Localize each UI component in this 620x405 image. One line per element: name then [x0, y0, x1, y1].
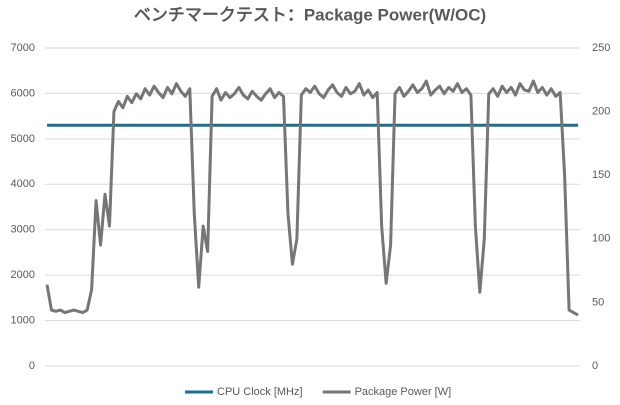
legend-label: CPU Clock [MHz]	[217, 386, 303, 398]
y2-tick-label: 200	[592, 106, 610, 118]
y-tick-label: 1000	[11, 314, 35, 326]
y2-tick-label: 150	[592, 169, 610, 181]
y-tick-label: 4000	[11, 178, 35, 190]
y2-tick-label: 50	[592, 296, 604, 308]
y2-tick-label: 100	[592, 233, 610, 245]
y-tick-label: 7000	[11, 42, 35, 54]
y2-tick-label: 0	[592, 360, 598, 372]
line-series	[45, 79, 579, 317]
y-tick-label: 5000	[11, 133, 35, 145]
y-tick-label: 3000	[11, 224, 35, 236]
y-tick-label: 2000	[11, 269, 35, 281]
y2-tick-label: 250	[592, 42, 610, 54]
chart-title: ベンチマークテスト：Package Power(W/OC)	[134, 5, 486, 24]
y-tick-label: 0	[29, 360, 35, 372]
y-tick-label: 6000	[11, 87, 35, 99]
legend-label: Package Power [W]	[355, 386, 452, 398]
